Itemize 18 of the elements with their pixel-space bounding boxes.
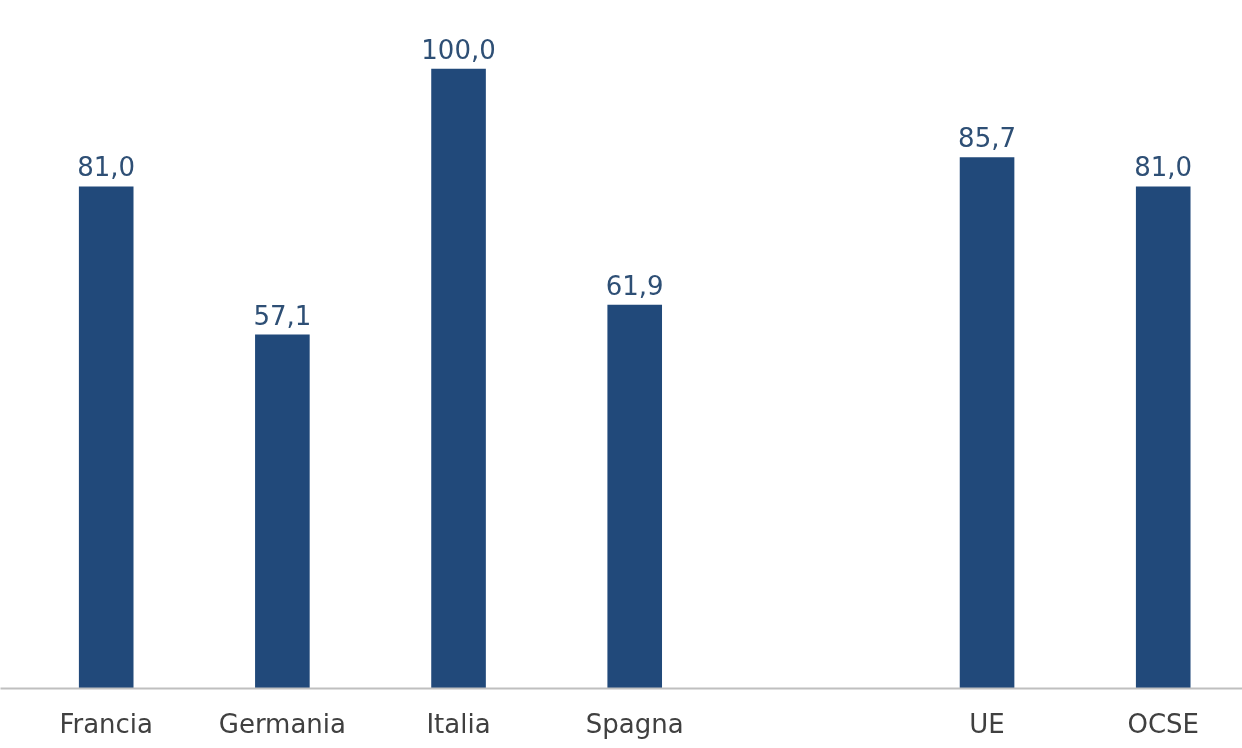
bar [78, 186, 134, 689]
x-tick-label: UE [969, 708, 1005, 739]
x-tick-label: Spagna [585, 708, 684, 739]
x-tick-label: Germania [218, 708, 347, 739]
data-label: 61,9 [605, 270, 664, 301]
data-label: 57,1 [253, 300, 312, 331]
x-tick-label: Italia [426, 708, 491, 739]
bar [959, 157, 1015, 689]
x-tick-label: OCSE [1127, 708, 1200, 739]
data-label: 81,0 [77, 152, 136, 183]
bar [255, 334, 310, 689]
data-label: 85,7 [958, 123, 1016, 154]
bar [431, 68, 486, 689]
data-label: 81,0 [1134, 152, 1193, 183]
bar [607, 304, 663, 689]
x-tick-label: Francia [59, 708, 154, 739]
bar [1135, 186, 1191, 689]
data-label: 100,0 [421, 34, 496, 65]
